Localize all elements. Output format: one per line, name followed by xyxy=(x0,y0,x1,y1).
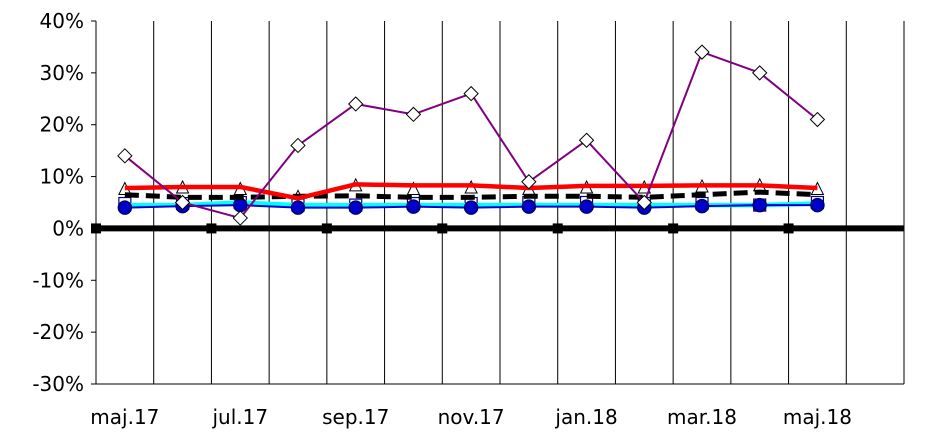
data-point xyxy=(463,200,479,215)
series-group xyxy=(91,44,904,234)
x-tick-label: mar.18 xyxy=(667,405,737,429)
data-point xyxy=(348,200,363,215)
series-line xyxy=(124,189,818,200)
data-point xyxy=(668,223,679,234)
data-point xyxy=(91,223,101,234)
x-tick-label: nov.17 xyxy=(438,405,505,429)
series-0 xyxy=(117,44,826,226)
x-tick-label: sep.17 xyxy=(322,405,389,429)
data-point xyxy=(174,194,191,211)
axes xyxy=(91,20,904,385)
x-tick-label: jan.18 xyxy=(554,405,617,429)
y-tick-label: 0% xyxy=(52,216,84,240)
data-point xyxy=(117,148,133,164)
y-tick-label: 40% xyxy=(40,9,84,33)
data-point xyxy=(232,210,248,226)
y-tick-label: 30% xyxy=(40,61,84,85)
data-point xyxy=(694,44,710,60)
series-3 xyxy=(124,189,818,200)
y-tick-label: 20% xyxy=(40,113,84,137)
data-point xyxy=(117,200,133,215)
data-point xyxy=(810,197,825,213)
data-point xyxy=(752,65,768,81)
series-7 xyxy=(91,223,904,234)
data-point xyxy=(752,197,767,213)
tick-labels: 40% 30% 20% 10% 0% -10% -20% -30%maj.17 jul.17 se… xyxy=(32,9,852,429)
data-point xyxy=(290,137,306,154)
data-point xyxy=(578,132,595,148)
data-point xyxy=(521,199,537,214)
series-2 xyxy=(124,182,818,201)
data-point xyxy=(406,181,421,196)
data-point xyxy=(463,85,479,102)
data-point xyxy=(521,174,537,190)
x-tick-label: maj.18 xyxy=(783,405,852,429)
data-point xyxy=(552,223,563,234)
y-tick-label: 10% xyxy=(40,165,84,189)
vertical-gridlines xyxy=(153,21,905,384)
x-tick-label: jul.17 xyxy=(211,405,268,429)
data-point xyxy=(694,198,710,214)
data-point xyxy=(321,223,332,234)
data-point xyxy=(406,199,421,214)
data-point xyxy=(206,223,217,234)
data-point xyxy=(290,200,306,215)
data-point xyxy=(809,111,826,128)
data-point xyxy=(636,194,652,211)
data-point xyxy=(579,199,594,214)
data-point xyxy=(437,223,448,234)
y-tick-label: -20% xyxy=(32,320,84,344)
data-point xyxy=(348,96,364,112)
series-line xyxy=(124,182,818,201)
data-point xyxy=(233,197,248,213)
y-tick-label: -30% xyxy=(32,372,84,396)
y-tick-label: -10% xyxy=(32,268,84,292)
data-point xyxy=(783,223,794,234)
data-point xyxy=(405,106,422,123)
x-tick-label: maj.17 xyxy=(90,405,159,429)
